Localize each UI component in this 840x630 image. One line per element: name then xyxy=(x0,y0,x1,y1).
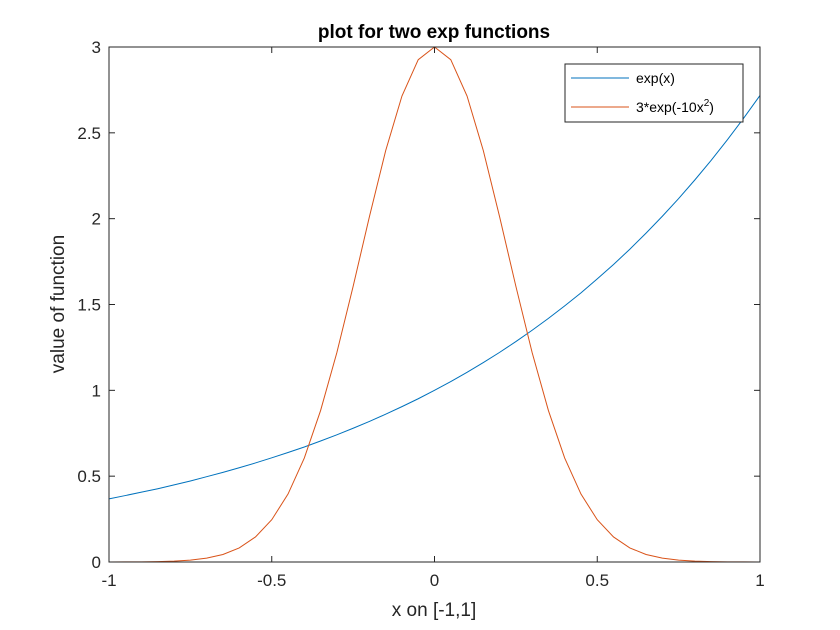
y-axis-label: value of function xyxy=(48,235,69,373)
legend-box xyxy=(564,63,744,123)
x-tick-label: -0.5 xyxy=(257,571,286,590)
y-tick-label: 3 xyxy=(92,38,101,57)
x-tick-label: -1 xyxy=(101,571,116,590)
plot-area xyxy=(109,47,760,562)
y-tick-label: 0 xyxy=(92,553,101,572)
y-tick-label: 2 xyxy=(92,210,101,229)
axes-box xyxy=(108,46,761,563)
ticks-layer: -1 -0.5 0 0.5 1 0 0.5 1 1.5 2 2.5 3 xyxy=(77,38,764,590)
y-tick-label: 1.5 xyxy=(77,296,101,315)
y-tick-label: 0.5 xyxy=(77,467,101,486)
x-tick-label: 1 xyxy=(755,571,764,590)
legend-label-gaussian-sup: 2 xyxy=(704,98,710,109)
x-tick-label: 0 xyxy=(430,571,439,590)
legend-label-gaussian-prefix: 3*exp(-10x xyxy=(636,99,704,115)
legend-label-gaussian-suffix: ) xyxy=(709,99,714,115)
legend-label-gaussian: 3*exp(-10x2) xyxy=(636,98,714,115)
chart-title: plot for two exp functions xyxy=(318,22,550,43)
series-line-exp xyxy=(108,95,761,500)
x-tick-label: 0.5 xyxy=(585,571,609,590)
y-tick-label: 1 xyxy=(92,381,101,400)
legend: exp(x) 3*exp(-10x2) xyxy=(564,63,744,123)
legend-label-exp: exp(x) xyxy=(636,70,675,86)
x-axis-label: x on [-1,1] xyxy=(392,600,477,621)
y-tick-label: 2.5 xyxy=(77,124,101,143)
